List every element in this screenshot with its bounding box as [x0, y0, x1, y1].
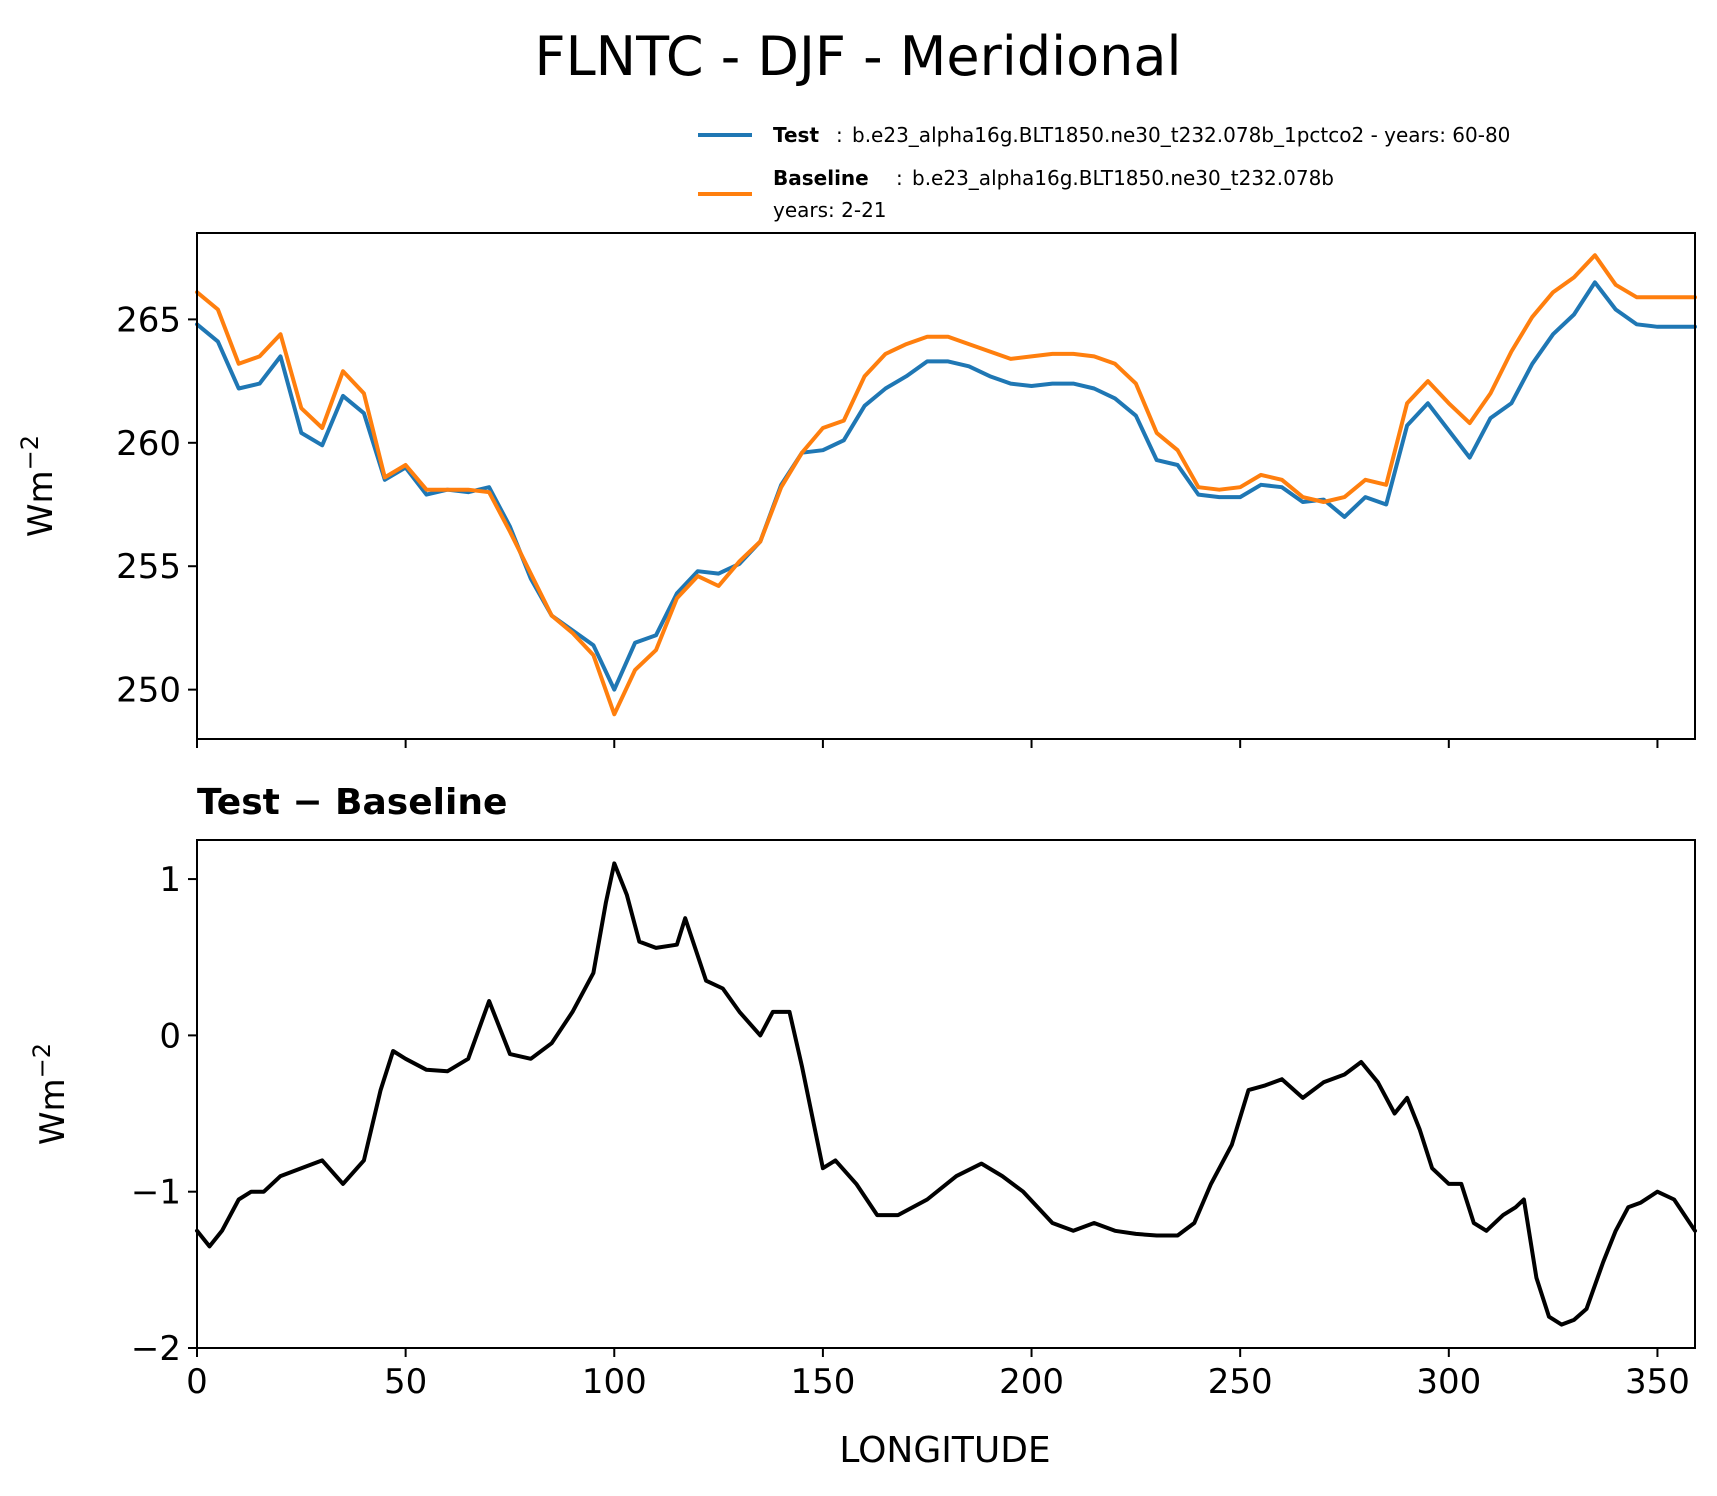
bottom-panel: Test − Baseline −2 −1 0 1 0 50 100 150 200 250 30…	[28, 782, 1697, 1471]
x-axis-label: LONGITUDE	[839, 1430, 1050, 1471]
x-tick-label: 200	[999, 1362, 1064, 1402]
legend-desc-baseline-years: years: 2-21	[773, 198, 887, 222]
top-y-axis-label: Wm−2	[16, 435, 61, 537]
legend-label-test: Test	[773, 123, 819, 147]
y-tick-label: −2	[131, 1329, 181, 1369]
legend: Test : b.e23_alpha16g.BLT1850.ne30_t232.…	[698, 123, 1510, 222]
x-tick-label: 50	[384, 1362, 427, 1402]
bottom-axes-frame	[196, 839, 1696, 1349]
y-tick-label: 260	[116, 424, 181, 464]
legend-separator-test: :	[836, 123, 843, 147]
top-panel: 250 255 260 265 Wm−2	[16, 232, 1697, 748]
x-tick-label: 150	[790, 1362, 855, 1402]
series-line-baseline	[195, 253, 1697, 717]
bottom-plot-lines	[195, 861, 1697, 1327]
series-line-difference	[195, 861, 1697, 1327]
legend-desc-test: b.e23_alpha16g.BLT1850.ne30_t232.078b_1p…	[852, 123, 1510, 147]
y-tick-label: 255	[116, 547, 181, 587]
y-tick-label: 0	[159, 1016, 181, 1056]
x-tick-label: 0	[186, 1362, 208, 1402]
x-tick-label: 300	[1416, 1362, 1481, 1402]
figure-title: FLNTC - DJF - Meridional	[535, 25, 1182, 88]
top-y-ticks: 250 255 260 265	[116, 300, 197, 711]
y-tick-label: 265	[116, 300, 181, 340]
legend-desc-baseline: b.e23_alpha16g.BLT1850.ne30_t232.078b	[912, 166, 1334, 190]
top-axes-frame	[196, 232, 1696, 740]
y-tick-label: −1	[131, 1173, 181, 1213]
bottom-panel-title: Test − Baseline	[197, 782, 507, 823]
bottom-y-axis-label: Wm−2	[28, 1043, 73, 1145]
top-plot-lines	[195, 253, 1697, 717]
legend-separator-baseline: :	[896, 166, 903, 190]
bottom-y-ticks: −2 −1 0 1	[131, 860, 197, 1369]
y-tick-label: 1	[159, 860, 181, 900]
top-x-ticks	[196, 739, 1659, 748]
x-tick-label: 350	[1625, 1362, 1690, 1402]
legend-label-baseline: Baseline	[773, 166, 869, 190]
x-tick-label: 100	[582, 1362, 647, 1402]
x-tick-label: 250	[1208, 1362, 1273, 1402]
y-tick-label: 250	[116, 671, 181, 711]
bottom-x-ticks: 0 50 100 150 200 250 300 350	[186, 1348, 1690, 1402]
